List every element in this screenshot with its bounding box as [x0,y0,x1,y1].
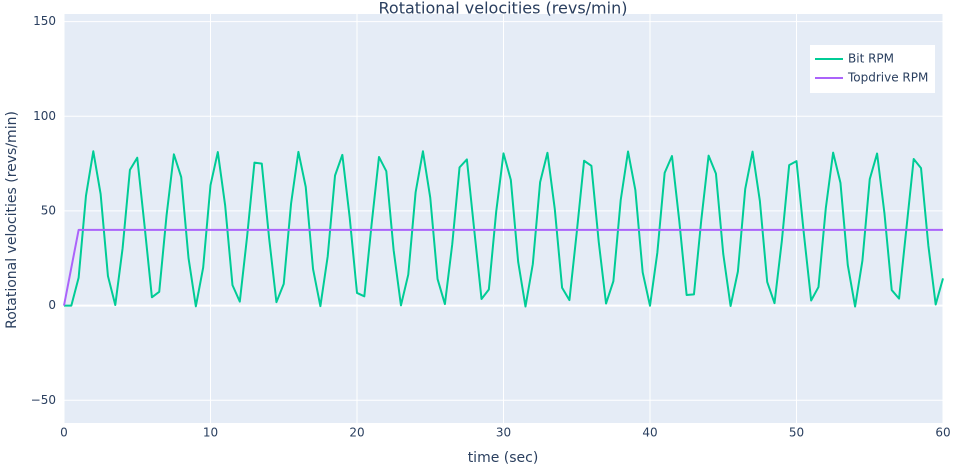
x-tick-label: 10 [203,426,218,440]
x-axis-title: time (sec) [468,450,539,466]
x-tick-label: 0 [60,426,68,440]
marks [63,150,944,308]
x-tick-label: 30 [496,426,511,440]
legend: Bit RPM Topdrive RPM [810,45,935,93]
grid [63,14,944,423]
y-tick-label: 0 [48,298,56,312]
y-axis-title: Rotational velocities (revs/min) [4,111,20,329]
x-tick-label: 40 [642,426,657,440]
legend-box [810,45,935,93]
y-tick-label: −50 [31,393,56,407]
line [63,228,943,306]
y-tick-label: 150 [33,14,56,28]
x-tick-label: 60 [935,426,950,440]
x-tick-label: 50 [789,426,804,440]
legend-label[interactable]: Bit RPM [848,52,894,66]
x-tick-label: 20 [349,426,364,440]
y-tick-label: 50 [41,203,56,217]
y-tick-label: 100 [33,109,56,123]
line [64,150,944,308]
legend-label[interactable]: Topdrive RPM [847,71,928,85]
chart-title: Rotational velocities (revs/min) [379,0,628,18]
